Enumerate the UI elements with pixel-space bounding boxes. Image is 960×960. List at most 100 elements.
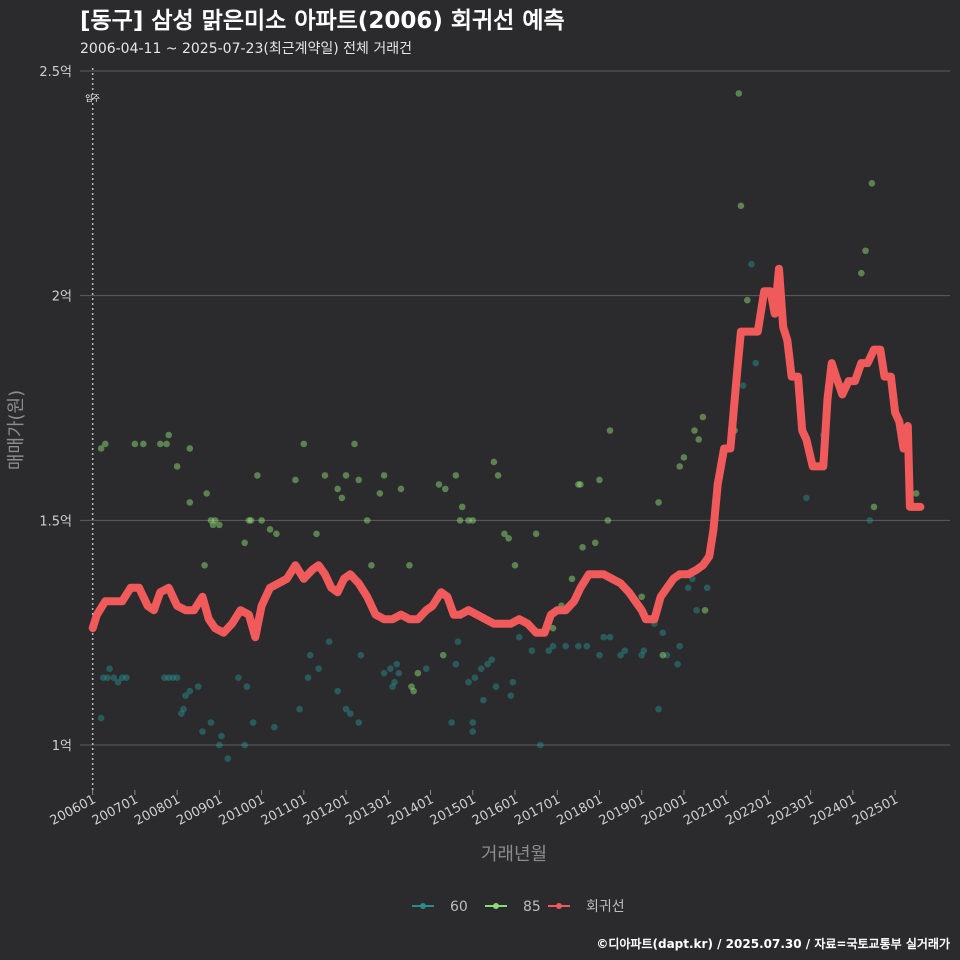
point-60-54 [488, 656, 496, 663]
point-85-78 [743, 296, 751, 304]
x-tick-label-4: 201001 [217, 792, 268, 829]
point-85-70 [680, 454, 688, 461]
point-85-9 [186, 445, 194, 452]
point-60-18 [207, 719, 215, 726]
point-60-26 [270, 723, 278, 731]
point-85-53 [511, 562, 519, 569]
point-60-60 [537, 741, 544, 749]
x-tick-label-18: 202401 [808, 792, 859, 829]
point-85-43 [442, 485, 449, 493]
y-axis-ticks: 1억 1.5억 2억 2.5억 [39, 65, 72, 754]
point-60-70 [621, 647, 629, 654]
point-60-19 [216, 741, 223, 749]
point-85-81 [868, 180, 876, 187]
point-60-22 [235, 674, 242, 681]
point-60-34 [346, 710, 354, 717]
point-85-63 [596, 476, 603, 484]
point-85-33 [368, 562, 375, 569]
point-85-15 [216, 521, 223, 529]
point-60-79 [684, 584, 692, 592]
legend-key-dot-2 [556, 903, 562, 909]
point-85-60 [577, 481, 584, 488]
x-axis-title: 거래년월 [481, 844, 547, 865]
point-60-30 [315, 665, 322, 672]
point-60-85 [752, 359, 760, 367]
point-85-31 [355, 476, 363, 484]
legend-label-1: 85 [523, 899, 541, 915]
point-85-54 [532, 530, 540, 538]
regression-line [88, 264, 925, 642]
point-60-42 [395, 669, 403, 677]
point-85-26 [321, 472, 329, 479]
point-60-3 [106, 665, 113, 672]
point-85-51 [501, 530, 508, 538]
point-85-1 [102, 440, 109, 448]
point-60-5 [114, 678, 122, 686]
point-85-37 [406, 562, 413, 569]
x-tick-label-13: 201901 [597, 792, 648, 829]
point-85-22 [273, 530, 280, 538]
point-60-82 [703, 584, 711, 592]
point-85-3 [140, 440, 147, 448]
point-60-56 [507, 692, 515, 699]
point-85-39 [410, 687, 417, 695]
gridlines [80, 70, 950, 746]
point-85-69 [676, 463, 684, 470]
point-60-41 [393, 660, 401, 668]
point-85-36 [397, 485, 405, 493]
point-60-51 [477, 665, 485, 672]
x-tick-label-2: 200801 [132, 792, 183, 829]
point-60-53 [484, 660, 491, 668]
y-tick-label-3: 2.5억 [39, 65, 72, 80]
x-tick-label-6: 201201 [301, 792, 352, 829]
point-60-55 [492, 683, 500, 690]
point-85-18 [247, 517, 255, 524]
point-60-58 [515, 633, 523, 641]
point-60-36 [357, 651, 365, 659]
point-85-79 [858, 269, 865, 277]
point-60-40 [391, 678, 398, 686]
legend-label-0: 60 [450, 899, 468, 915]
point-85-14 [211, 517, 219, 524]
point-85-62 [591, 539, 599, 547]
x-tick-label-11: 201701 [512, 792, 563, 829]
point-60-77 [674, 660, 681, 668]
point-85-8 [186, 499, 194, 506]
point-85-35 [380, 472, 388, 479]
point-85-32 [363, 517, 371, 524]
point-85-46 [458, 503, 466, 511]
point-60-33 [342, 705, 350, 713]
point-60-46 [454, 638, 462, 646]
point-85-7 [173, 463, 181, 470]
point-85-11 [203, 490, 210, 497]
legend-key-dot-1 [493, 903, 499, 909]
point-85-42 [439, 651, 447, 659]
point-85-72 [695, 436, 703, 443]
point-85-4 [156, 440, 164, 448]
point-60-15 [186, 687, 194, 695]
point-85-50 [494, 472, 502, 479]
x-tick-label-15: 202101 [681, 792, 732, 829]
point-85-40 [414, 669, 422, 677]
point-85-28 [338, 494, 346, 502]
point-85-44 [452, 472, 460, 479]
source-caption: ©디아파트(dapt.kr) / 2025.07.30 / 자료=국토교통부 실… [596, 936, 950, 951]
point-85-82 [870, 503, 878, 511]
point-60-52 [480, 696, 487, 704]
point-85-67 [655, 499, 662, 506]
point-60-20 [218, 732, 225, 740]
point-60-66 [596, 651, 603, 659]
point-60-72 [640, 647, 648, 654]
point-60-23 [241, 741, 249, 749]
point-85-64 [604, 517, 612, 524]
y-tick-label-0: 1억 [52, 739, 72, 754]
point-85-49 [490, 458, 498, 466]
point-60-35 [355, 719, 363, 726]
x-axis-ticks: 2006012007012008012009012010012011012012… [48, 790, 901, 829]
point-60-2 [104, 674, 111, 681]
y-tick-label-2: 2억 [52, 290, 72, 305]
point-60-57 [509, 678, 517, 686]
point-60-16 [194, 683, 202, 690]
point-60-45 [452, 660, 460, 668]
